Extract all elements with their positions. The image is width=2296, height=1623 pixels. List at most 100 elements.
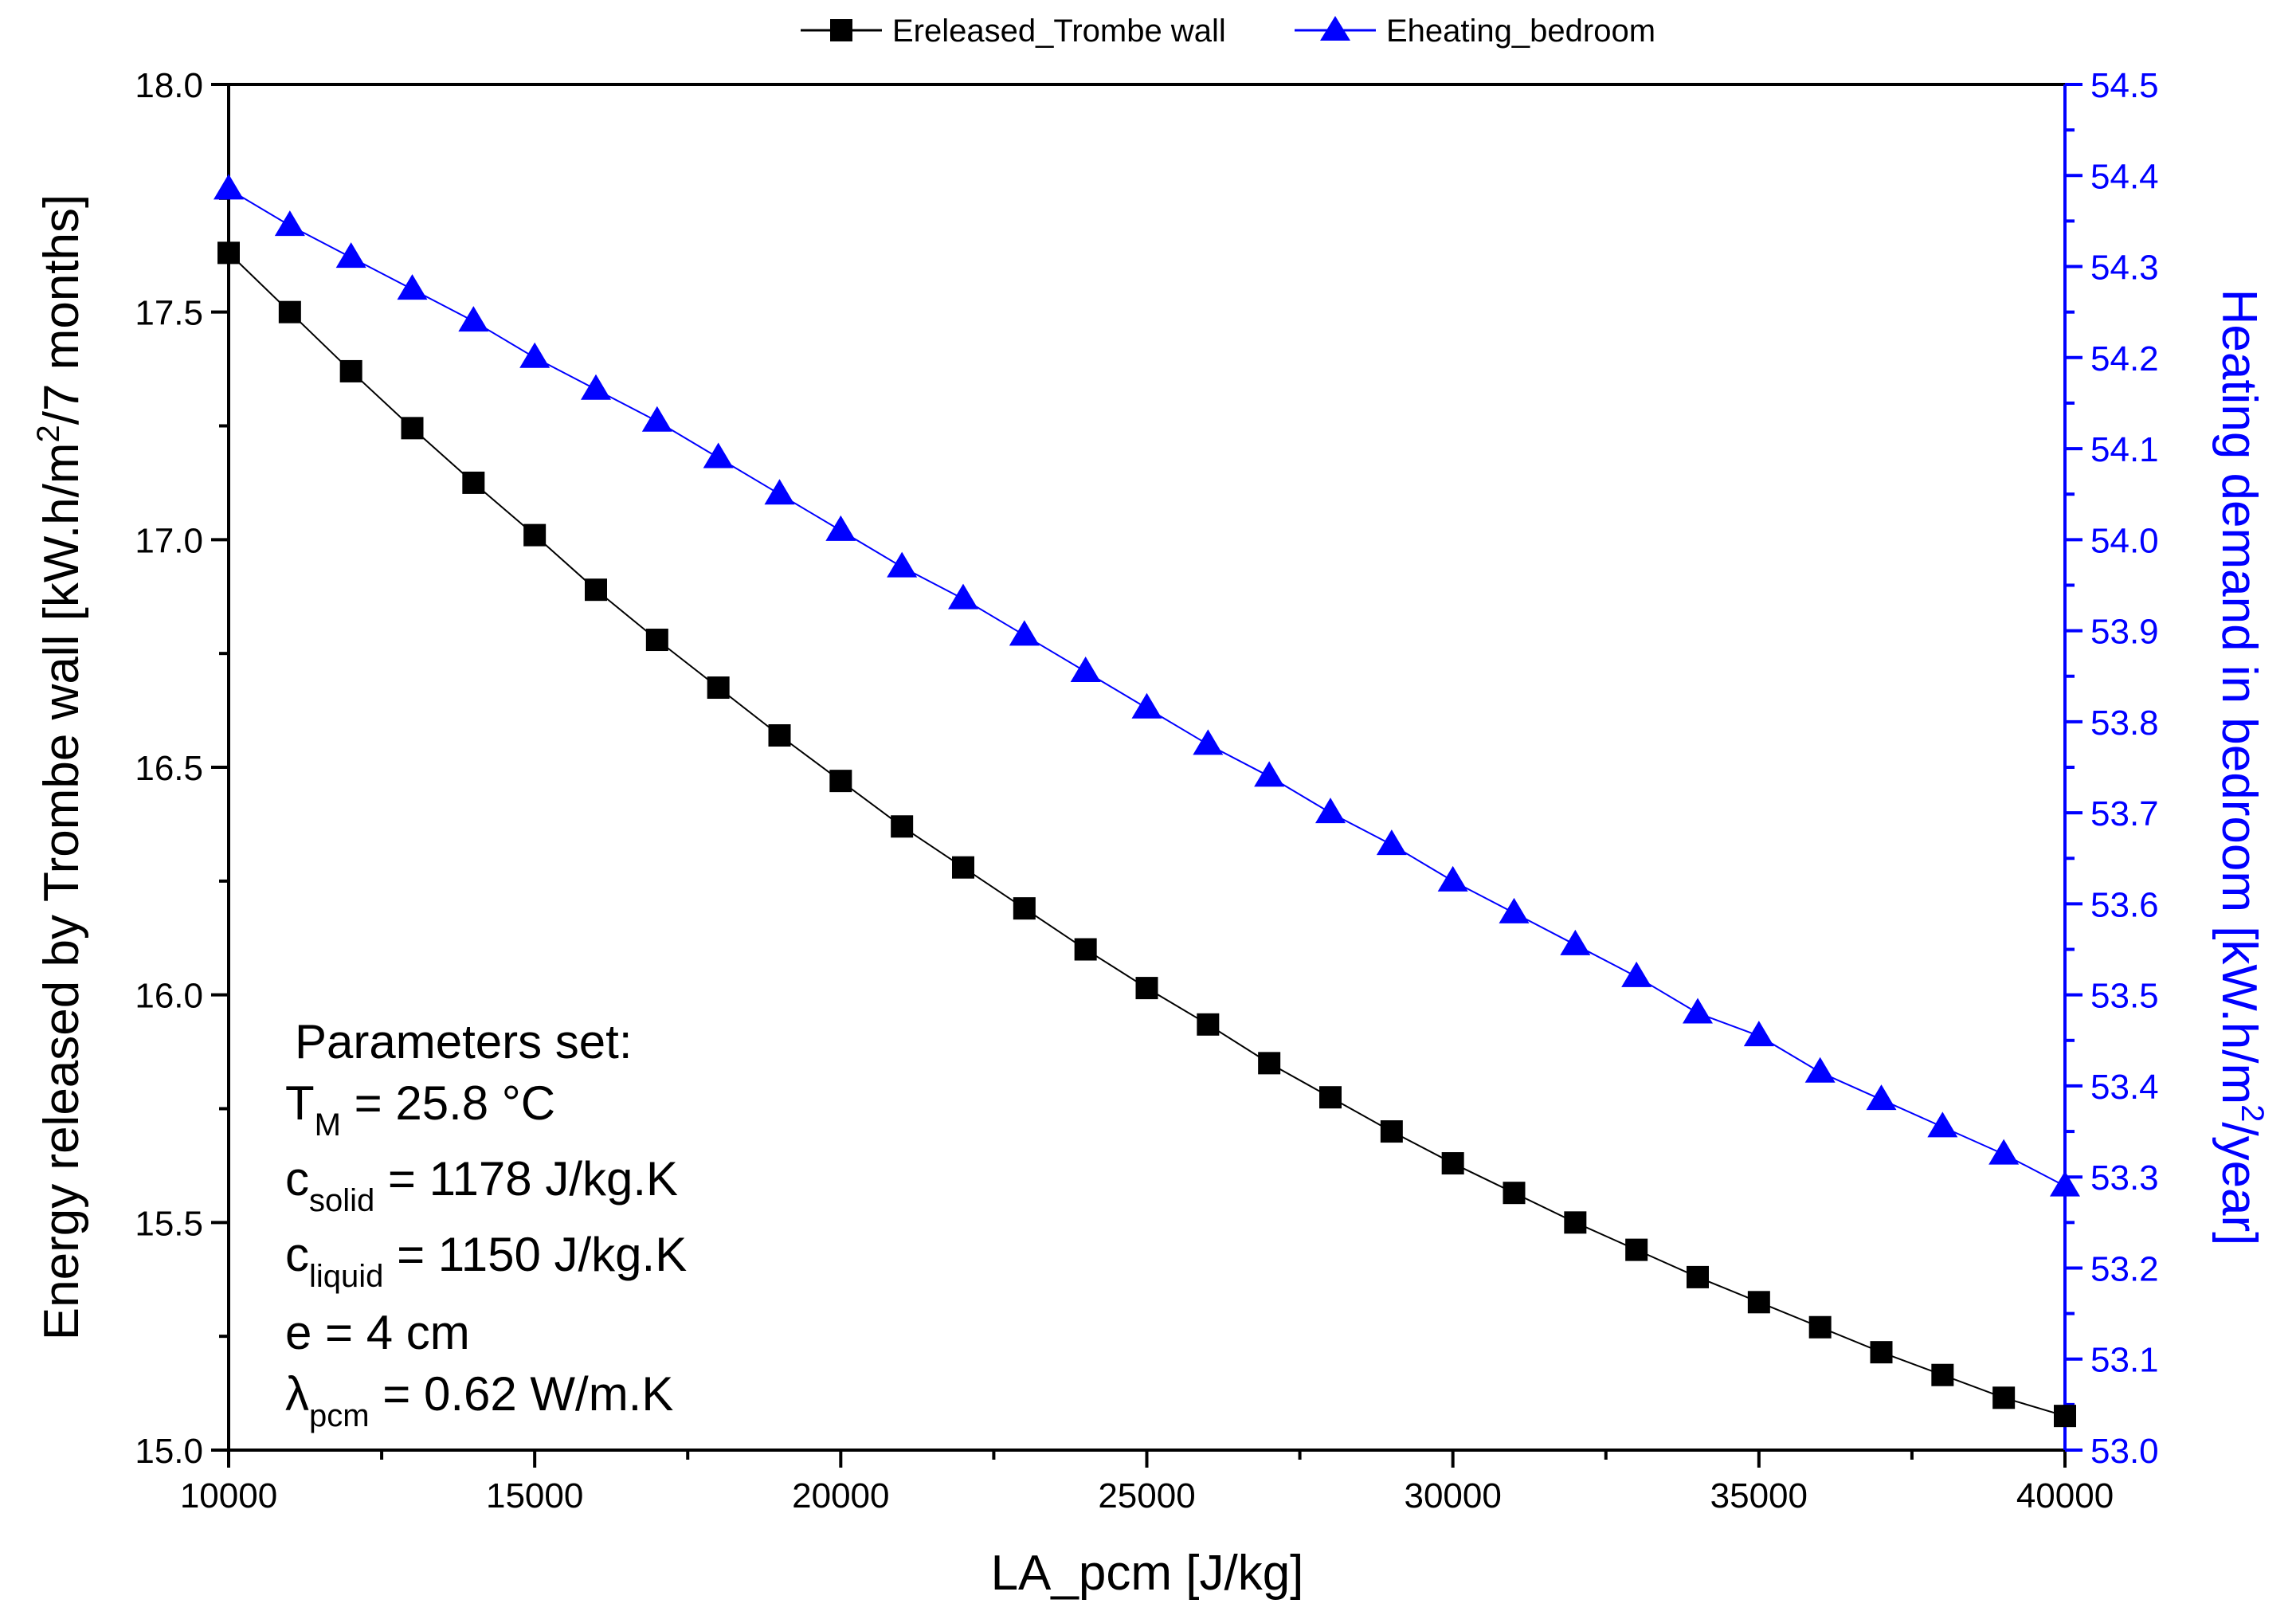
trombe-point (1013, 897, 1036, 920)
x-tick-label: 25000 (1098, 1476, 1195, 1515)
trombe-point (1808, 1315, 1832, 1339)
y-right-tick-label: 53.8 (2090, 704, 2159, 743)
heating-point (458, 306, 489, 332)
trombe-point (585, 578, 607, 602)
legend-label-heating: Eheating_bedroom (1386, 14, 1655, 49)
trombe-point (523, 523, 547, 547)
trombe-point (1380, 1120, 1403, 1143)
heating-point (1437, 865, 1468, 892)
heating-point (1315, 798, 1346, 824)
x-tick-label: 40000 (2016, 1476, 2114, 1515)
heating-point (1193, 729, 1224, 755)
x-tick-label: 20000 (792, 1476, 889, 1515)
heating-point (703, 442, 734, 468)
x-axis-label: LA_pcm [J/kg] (991, 1546, 1304, 1601)
heating-point (1988, 1139, 2020, 1165)
trombe-point (1687, 1265, 1709, 1288)
y-right-tick-label: 54.2 (2090, 339, 2159, 378)
y-left-tick-label: 16.0 (135, 977, 203, 1016)
y-right-tick-label: 54.3 (2090, 249, 2159, 288)
heating-point (2050, 1170, 2080, 1197)
y-right-tick-label: 53.7 (2090, 794, 2159, 833)
heating-point (397, 274, 428, 300)
heating-point (1254, 761, 1285, 787)
trombe-point (1074, 938, 1097, 961)
heating-point (519, 342, 550, 368)
heating-point (1009, 620, 1040, 646)
trombe-point (1625, 1238, 1648, 1261)
y-right-tick-label: 54.5 (2090, 66, 2159, 105)
y-right-tick-label: 53.3 (2090, 1158, 2159, 1198)
series-trombe (217, 241, 2076, 1428)
trombe-point (1258, 1052, 1281, 1075)
y-right-tick-label: 54.0 (2090, 521, 2159, 560)
y-right-tick-label: 53.5 (2090, 977, 2159, 1016)
trombe-point (1931, 1363, 1954, 1386)
y-right-tick-label: 54.1 (2090, 430, 2159, 469)
heating-point (1376, 829, 1407, 856)
trombe-point (952, 856, 974, 879)
y-left-axis: 15.0 15.5 16.0 16.5 17.0 17.5 18.0 (135, 66, 229, 1471)
heating-point (335, 242, 366, 269)
y-left-tick-label: 15.0 (135, 1432, 203, 1471)
y-right-tick-label: 53.4 (2090, 1068, 2159, 1107)
legend: Ereleased_Trombe wall Eheating_bedroom (801, 14, 1655, 49)
y-right-tick-label: 53.6 (2090, 885, 2159, 924)
x-tick-label: 30000 (1404, 1476, 1501, 1515)
y-right-tick-label: 53.1 (2090, 1341, 2159, 1380)
heating-point (948, 583, 978, 610)
trombe-point (1319, 1086, 1342, 1109)
heating-point (274, 210, 305, 237)
heating-point (825, 515, 856, 541)
y-left-tick-label: 16.5 (135, 749, 203, 788)
heating-point (1683, 998, 1713, 1024)
heating-point (1804, 1057, 1836, 1083)
trombe-point (1992, 1386, 2016, 1409)
y-left-tick-label: 18.0 (135, 66, 203, 105)
y-left-tick-label: 15.5 (135, 1204, 203, 1243)
trombe-point (278, 300, 301, 323)
y-right-axis: 53.0 53.1 53.2 53.3 53.4 53.5 53.6 53.7 53.8 53.9… (2065, 66, 2159, 1471)
heating-point (764, 479, 795, 505)
trombe-point (1503, 1182, 1526, 1205)
y-right-tick-label: 53.9 (2090, 613, 2159, 652)
trombe-point (1747, 1291, 1770, 1314)
trombe-point (768, 724, 791, 747)
trombe-point (2054, 1405, 2076, 1428)
trombe-point (1441, 1152, 1464, 1175)
heating-point (641, 406, 672, 432)
y-left-axis-label: Energy released by Trombe wall [kW.h/m2/… (31, 194, 89, 1341)
legend-label-trombe: Ereleased_Trombe wall (892, 14, 1226, 49)
heating-point (214, 174, 244, 200)
trombe-point (645, 629, 668, 652)
trombe-point (217, 241, 240, 265)
annotation-line-csolid: csolid = 1178 J/kg.K (285, 1152, 678, 1218)
annotation-line-tm: TM = 25.8 °C (285, 1076, 555, 1143)
trombe-point (1135, 977, 1158, 1000)
heating-point (1743, 1021, 1774, 1047)
annotation-title: Parameters set: (295, 1015, 633, 1068)
heating-point (1621, 961, 1652, 987)
x-tick-label: 10000 (180, 1476, 277, 1515)
trombe-point (401, 417, 424, 440)
trombe-point (339, 359, 362, 382)
trombe-point (1197, 1013, 1220, 1036)
heating-point (581, 374, 611, 400)
y-left-tick-label: 17.5 (135, 294, 203, 333)
annotation-line-cliquid: cliquid = 1150 J/kg.K (285, 1228, 687, 1294)
series-heating (214, 174, 2080, 1197)
parameters-annotation: Parameters set: TM = 25.8 °C csolid = 11… (285, 1015, 687, 1433)
heating-point (1499, 897, 1530, 923)
x-axis: 10000 15000 20000 25000 30000 35000 40000 (180, 1450, 2114, 1515)
trombe-point (829, 770, 852, 793)
heating-point (1560, 929, 1591, 955)
x-tick-label: 15000 (486, 1476, 583, 1515)
trombe-point (1870, 1341, 1893, 1364)
trombe-point (707, 676, 730, 700)
legend-marker-heating (1320, 16, 1350, 41)
y-right-axis-label: Heating demand in bedroom [kW.h/m2/year] (2212, 289, 2270, 1246)
y-right-tick-label: 53.2 (2090, 1249, 2159, 1288)
heating-point (1131, 692, 1162, 719)
heating-point (1070, 657, 1101, 683)
